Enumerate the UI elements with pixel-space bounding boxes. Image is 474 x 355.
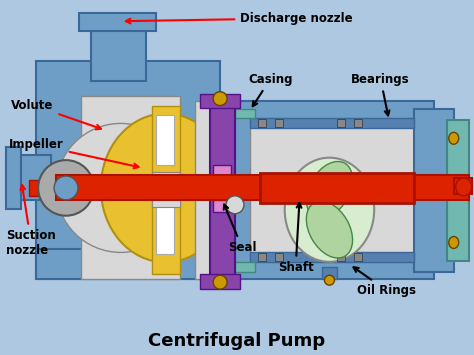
Bar [250, 119, 414, 262]
Text: Centrifugal Pump: Centrifugal Pump [148, 332, 326, 350]
Text: Volute: Volute [11, 99, 101, 129]
Bar [275, 120, 283, 127]
Bar [153, 172, 180, 207]
Text: Discharge nozzle: Discharge nozzle [126, 12, 353, 25]
Bar [153, 105, 180, 274]
Bar [235, 100, 434, 279]
Bar [258, 253, 266, 261]
Bar [156, 115, 174, 165]
Bar [6, 155, 51, 200]
Bar [454, 178, 472, 194]
Bar [250, 252, 414, 262]
Bar [213, 165, 231, 177]
Bar [337, 120, 346, 127]
Bar [250, 119, 414, 129]
Bar [79, 13, 156, 31]
Ellipse shape [306, 162, 353, 218]
Bar [258, 120, 266, 127]
Bar [275, 253, 283, 261]
Ellipse shape [325, 275, 335, 285]
Bar [354, 120, 362, 127]
Bar [354, 253, 362, 261]
Bar [56, 175, 469, 200]
Bar [81, 95, 180, 279]
Ellipse shape [213, 275, 227, 289]
Text: Oil Rings: Oil Rings [354, 267, 416, 297]
Ellipse shape [449, 132, 459, 144]
Bar [235, 109, 255, 119]
Bar [200, 94, 240, 108]
Circle shape [56, 124, 185, 252]
Text: Bearings: Bearings [351, 73, 410, 115]
Bar [6, 147, 21, 209]
Text: Seal: Seal [224, 204, 256, 255]
Text: Suction
nozzle: Suction nozzle [6, 185, 56, 257]
Circle shape [38, 160, 94, 216]
Bar [29, 180, 59, 196]
Bar [447, 120, 469, 261]
Ellipse shape [213, 92, 227, 105]
Circle shape [54, 176, 78, 200]
Bar [36, 61, 220, 279]
Bar [235, 262, 255, 272]
Ellipse shape [449, 236, 459, 248]
Bar [213, 200, 231, 212]
Bar [195, 100, 210, 279]
Bar [337, 253, 346, 261]
Ellipse shape [285, 158, 374, 262]
Bar [156, 205, 174, 255]
Bar [200, 274, 240, 289]
Text: Casing: Casing [248, 73, 292, 106]
Bar [91, 16, 146, 81]
Ellipse shape [456, 178, 472, 196]
Bar [36, 250, 220, 279]
Bar [260, 173, 414, 203]
Text: Shaft: Shaft [278, 203, 313, 274]
Ellipse shape [306, 201, 353, 258]
Ellipse shape [101, 114, 230, 262]
Text: Impeller: Impeller [9, 138, 138, 168]
Bar [210, 99, 235, 280]
Bar [414, 109, 454, 272]
Bar [321, 267, 337, 279]
Circle shape [226, 196, 244, 214]
